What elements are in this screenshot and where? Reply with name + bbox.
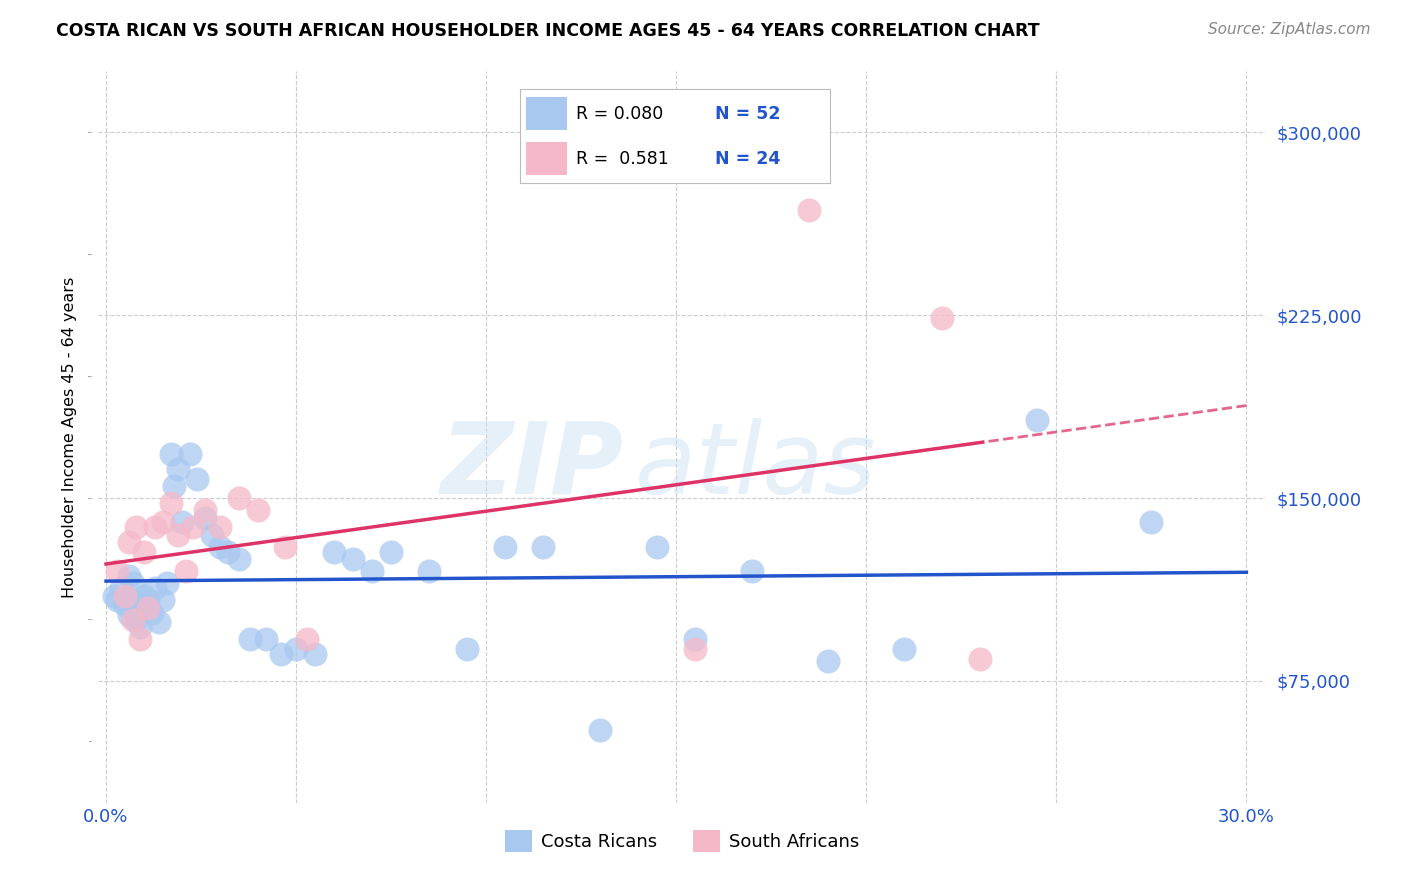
Point [931,310,953,325]
Text: Source: ZipAtlas.com: Source: ZipAtlas.com [1208,22,1371,37]
Point [118,608,141,623]
Point [114,589,136,603]
Point [304,647,326,661]
Point [125,596,148,610]
Point [121,576,143,591]
Point [129,632,152,647]
Point [228,491,250,505]
Point [194,503,217,517]
Point [132,603,155,617]
FancyBboxPatch shape [526,96,567,130]
Point [107,564,129,578]
Point [125,520,148,534]
Point [531,540,554,554]
Point [136,600,159,615]
Point [239,632,262,647]
Point [156,576,179,591]
FancyBboxPatch shape [526,142,567,176]
Point [494,540,516,554]
Point [380,544,402,558]
Point [152,516,174,530]
Point [217,544,239,558]
Point [893,642,915,657]
Point [418,564,440,578]
Point [323,544,346,558]
Point [121,593,143,607]
Point [361,564,384,578]
Point [183,520,205,534]
Point [118,569,141,583]
Point [297,632,319,647]
Text: atlas: atlas [636,417,877,515]
Point [110,581,132,595]
Point [136,593,159,607]
Point [152,593,174,607]
Point [107,593,129,607]
Point [1140,516,1163,530]
Point [589,723,612,737]
Point [179,447,201,461]
Point [817,654,839,668]
Point [121,613,143,627]
Point [270,647,292,661]
Point [167,462,190,476]
Point [1026,413,1049,427]
Point [201,527,224,541]
Point [456,642,478,657]
Point [141,606,163,620]
Point [228,552,250,566]
Text: N = 24: N = 24 [716,150,780,168]
Point [741,564,763,578]
Point [114,599,136,613]
Point [167,527,190,541]
Point [186,471,208,485]
Text: ZIP: ZIP [440,417,624,515]
Point [342,552,364,566]
Point [799,203,821,218]
Point [209,520,232,534]
Point [254,632,277,647]
Point [209,540,232,554]
Point [129,600,152,615]
Point [683,632,706,647]
Y-axis label: Householder Income Ages 45 - 64 years: Householder Income Ages 45 - 64 years [62,277,77,598]
Point [683,642,706,657]
Point [247,503,270,517]
Point [145,520,167,534]
Point [103,589,125,603]
Text: N = 52: N = 52 [716,104,780,122]
Point [148,615,170,630]
Point [194,510,217,524]
Point [285,642,308,657]
Point [129,620,152,634]
Point [159,496,181,510]
Point [132,589,155,603]
Legend: Costa Ricans, South Africans: Costa Ricans, South Africans [498,823,866,860]
Point [969,652,991,666]
Text: R =  0.581: R = 0.581 [576,150,669,168]
Point [170,516,193,530]
Point [145,581,167,595]
Text: COSTA RICAN VS SOUTH AFRICAN HOUSEHOLDER INCOME AGES 45 - 64 YEARS CORRELATION C: COSTA RICAN VS SOUTH AFRICAN HOUSEHOLDER… [56,22,1040,40]
Point [125,613,148,627]
Point [118,535,141,549]
Point [132,544,155,558]
Point [645,540,668,554]
Point [163,479,186,493]
Point [273,540,295,554]
Point [174,564,197,578]
Text: R = 0.080: R = 0.080 [576,104,664,122]
Point [159,447,181,461]
